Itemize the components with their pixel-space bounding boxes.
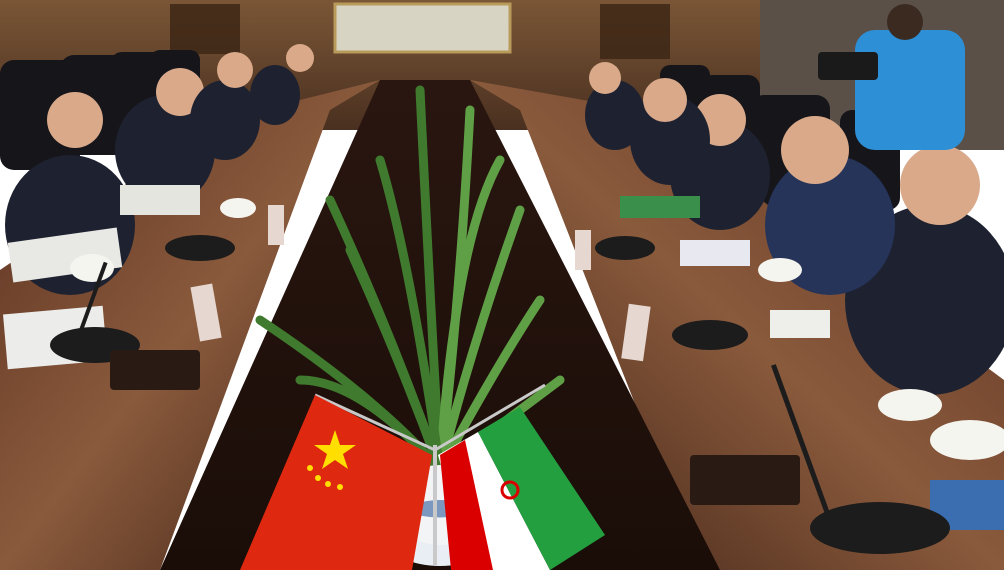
iran-flag [438,407,605,570]
window-lattice-left [170,4,240,54]
name-plates [190,205,651,362]
flag-pole [314,383,546,565]
plant-leaf [375,155,445,475]
wall-painting [333,2,512,54]
plant-leaf [325,195,445,475]
table-left [0,80,380,570]
plant-leaf [435,295,545,475]
delegates-left [5,44,314,295]
plant-leaf [435,155,505,475]
china-flag [240,395,432,570]
cameraman [818,4,965,150]
china-flag-big-star [314,430,356,469]
window-lattice-right [600,4,670,59]
microphones [50,235,950,554]
potted-plant [255,85,565,566]
delegates-right [585,62,1004,395]
